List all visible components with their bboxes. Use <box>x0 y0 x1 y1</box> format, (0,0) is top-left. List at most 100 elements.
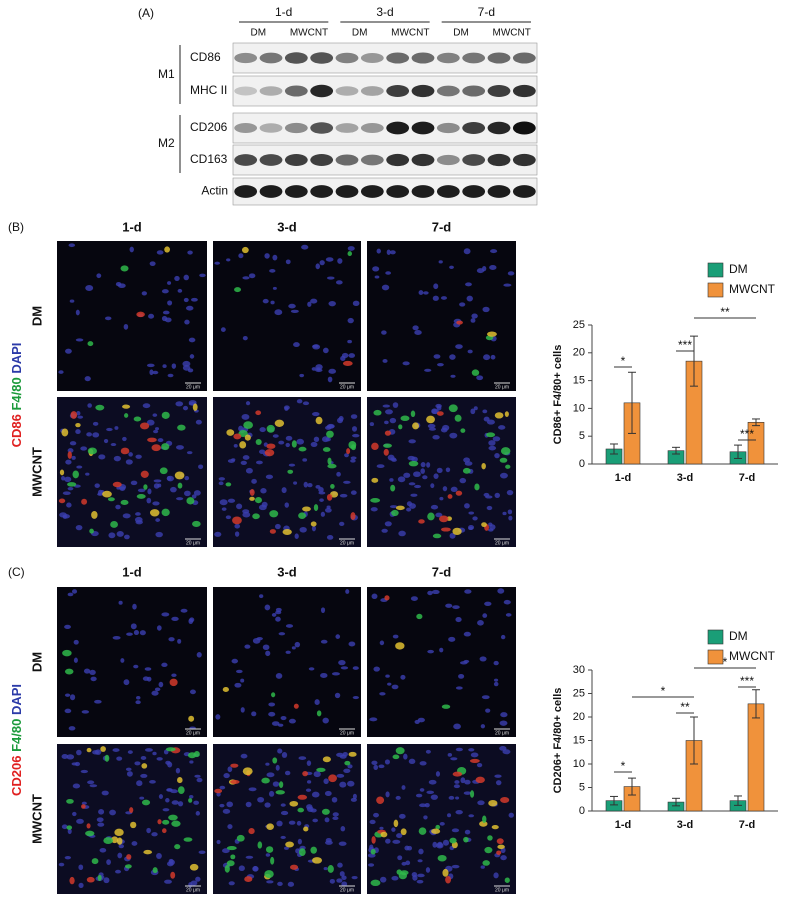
nucleus <box>177 801 184 807</box>
nucleus <box>430 504 439 510</box>
nucleus <box>391 684 399 690</box>
nucleus <box>223 773 230 779</box>
nucleus <box>164 317 172 323</box>
nucleus <box>332 816 339 821</box>
nucleus <box>155 518 161 522</box>
nucleus <box>320 607 326 614</box>
nucleus <box>269 269 276 273</box>
cell <box>418 519 425 524</box>
nucleus <box>420 468 425 474</box>
nucleus <box>265 474 274 480</box>
significance-label: * <box>621 354 626 368</box>
nucleus <box>245 401 251 406</box>
class-label: M1 <box>158 67 175 81</box>
cell <box>126 854 132 860</box>
cell <box>400 415 410 422</box>
nucleus <box>449 432 458 439</box>
row-label: DM <box>29 652 44 672</box>
cell <box>321 808 330 815</box>
nucleus <box>382 359 388 363</box>
cell <box>326 430 334 438</box>
nucleus <box>65 348 72 354</box>
nucleus <box>161 662 168 668</box>
cell <box>59 469 65 476</box>
nucleus <box>508 812 514 818</box>
nucleus <box>80 446 88 451</box>
nucleus <box>221 507 227 511</box>
nucleus <box>146 363 155 368</box>
nucleus <box>94 483 100 488</box>
nucleus <box>401 861 407 866</box>
nucleus <box>222 808 231 814</box>
nucleus <box>126 632 133 636</box>
nucleus <box>272 254 278 261</box>
nucleus <box>264 253 270 259</box>
nucleus <box>488 445 497 451</box>
cell <box>230 763 239 768</box>
nucleus <box>315 263 321 270</box>
error-bar <box>628 777 636 796</box>
nucleus <box>133 664 139 669</box>
cell <box>244 434 251 441</box>
nucleus <box>265 762 270 766</box>
cell <box>111 836 119 844</box>
cell <box>170 871 176 879</box>
nucleus <box>251 711 257 717</box>
cell <box>152 867 158 874</box>
cell <box>67 451 72 459</box>
cell <box>505 464 511 469</box>
nucleus <box>488 440 496 446</box>
nucleus <box>116 756 123 761</box>
cell <box>87 447 97 455</box>
nucleus <box>58 370 64 374</box>
nucleus <box>369 819 376 825</box>
cell <box>171 820 181 827</box>
cell <box>139 422 150 430</box>
nucleus <box>281 487 287 494</box>
nucleus <box>134 761 141 766</box>
nucleus <box>442 839 450 846</box>
nucleus <box>334 692 341 699</box>
nucleus <box>163 749 169 755</box>
nucleus <box>101 790 109 796</box>
nucleus <box>276 820 283 827</box>
nucleus <box>73 639 79 645</box>
band <box>284 52 308 64</box>
band <box>411 153 435 167</box>
nucleus <box>352 695 359 700</box>
scale-bar-label: 20 μm <box>186 730 200 736</box>
nucleus <box>347 764 353 769</box>
nucleus <box>158 681 164 688</box>
nucleus <box>126 771 133 777</box>
nucleus <box>311 367 317 371</box>
nucleus <box>198 850 206 854</box>
nucleus <box>499 720 508 726</box>
nucleus <box>272 286 277 290</box>
nucleus <box>135 454 142 459</box>
nucleus <box>118 600 123 605</box>
cell <box>72 470 79 479</box>
cell <box>67 482 77 487</box>
cell <box>432 533 442 539</box>
nucleus <box>326 276 335 280</box>
micrograph <box>57 397 207 547</box>
nucleus <box>389 478 394 482</box>
nucleus <box>502 511 507 516</box>
nucleus <box>452 605 460 610</box>
nucleus <box>401 785 406 790</box>
nucleus <box>248 787 257 792</box>
cell <box>274 419 285 427</box>
cell <box>484 846 493 854</box>
nucleus <box>402 361 410 366</box>
nucleus <box>385 674 390 678</box>
cell <box>222 686 229 693</box>
nucleus <box>370 507 378 512</box>
nucleus <box>463 457 471 463</box>
band <box>386 85 410 97</box>
scale-bar-label: 20 μm <box>495 730 509 736</box>
nucleus <box>136 695 141 700</box>
cell <box>169 678 178 687</box>
cell <box>120 499 129 505</box>
nucleus <box>500 855 507 861</box>
